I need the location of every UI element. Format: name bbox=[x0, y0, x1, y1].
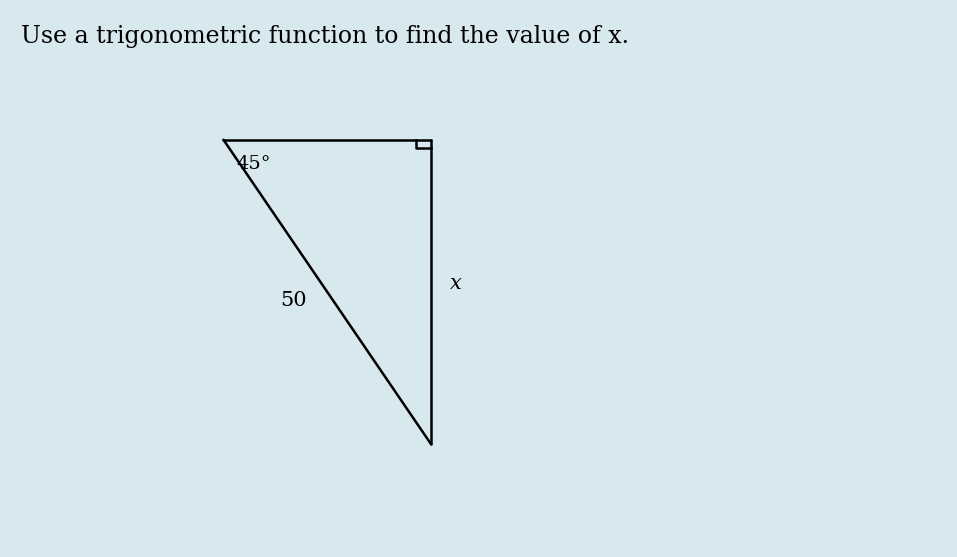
Text: 45°: 45° bbox=[236, 155, 272, 173]
Text: Use a trigonometric function to find the value of x.: Use a trigonometric function to find the… bbox=[21, 25, 629, 48]
Text: x: x bbox=[450, 274, 461, 293]
Text: 50: 50 bbox=[280, 291, 307, 310]
